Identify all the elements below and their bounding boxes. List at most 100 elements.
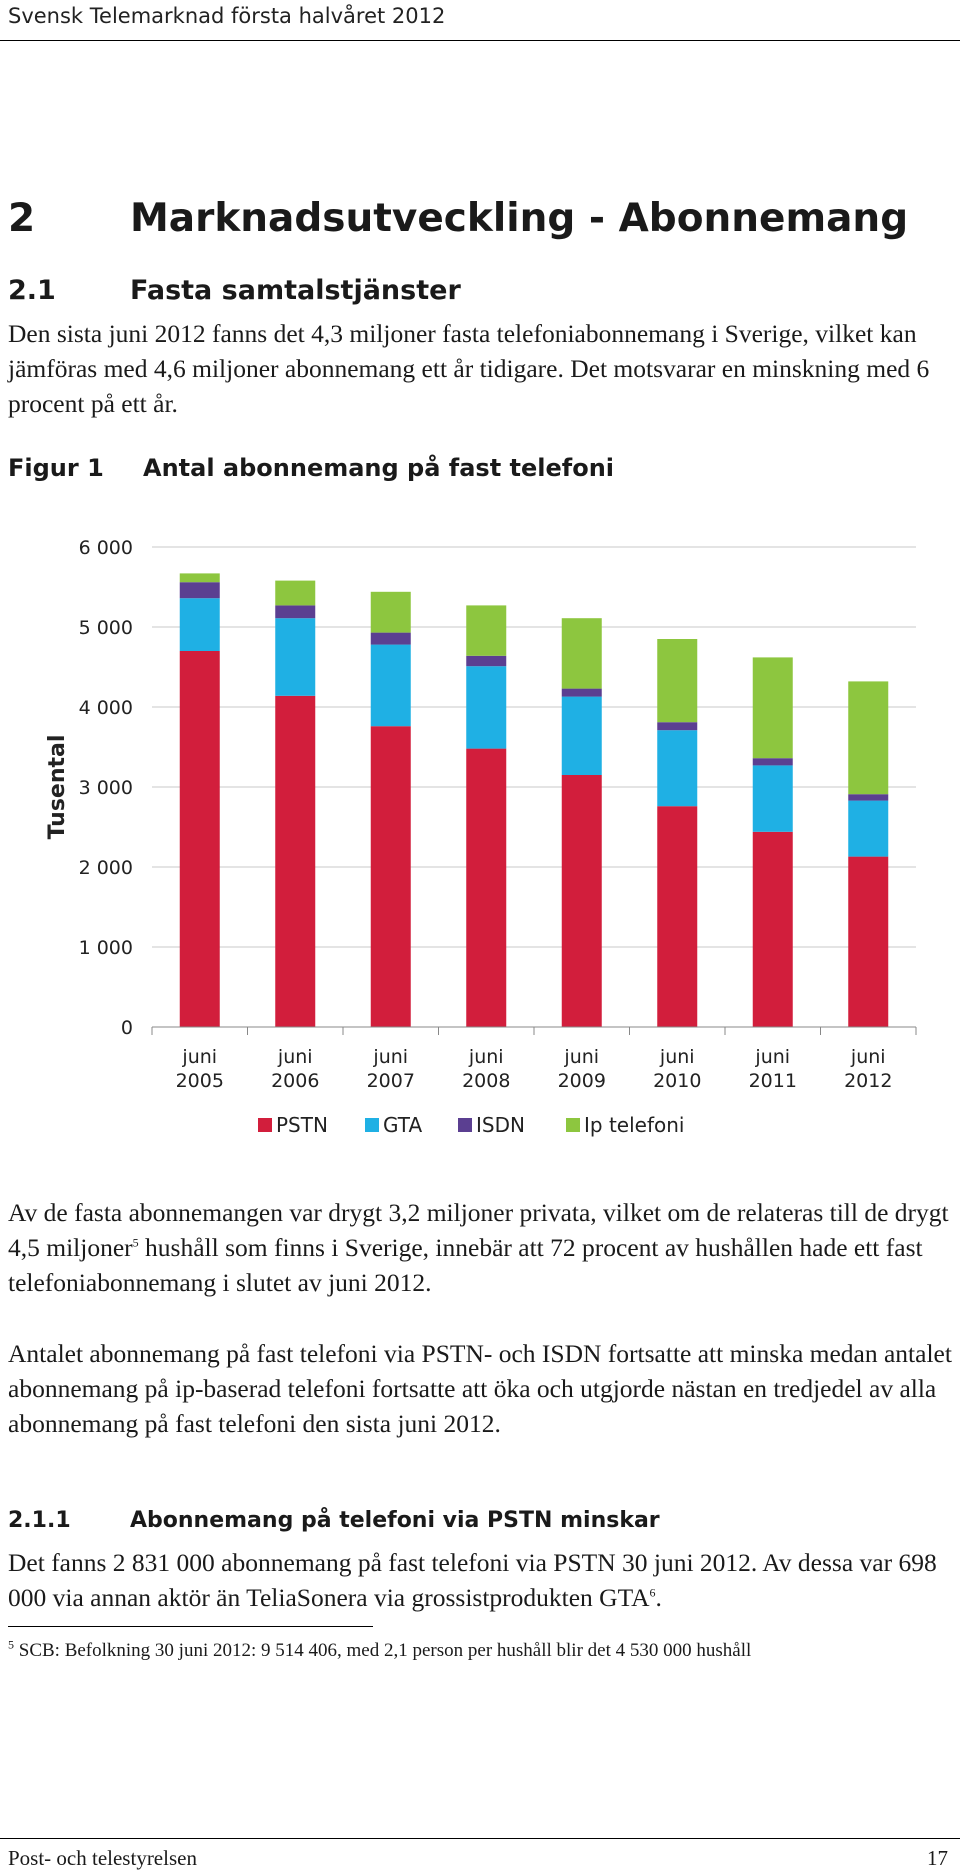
x-tick-label-line: 2006 [271,1070,319,1092]
subsection-number: 2.1 [8,275,56,306]
y-tick-label: 5 000 [79,617,133,639]
intro-paragraph: Den sista juni 2012 fanns det 4,3 miljon… [8,319,930,418]
bar-segment-gta [275,618,316,696]
bar-segment-gta [752,765,793,832]
paragraph-households: Av de fasta abonnemangen var drygt 3,2 m… [8,1195,953,1300]
footnote-ref-5: 5 [132,1235,139,1250]
header-divider [0,40,960,41]
bar-segment-isdn [275,605,316,619]
bar-segment-isdn [752,758,793,766]
paragraph-pstn-text-b: . [655,1583,662,1612]
subsubsection-title: Abonnemang på telefoni via PSTN minskar [130,1508,660,1533]
legend-label: PSTN [276,1113,328,1137]
section-title: Marknadsutveckling - Abonnemang [130,196,909,241]
legend-swatch [458,1118,472,1132]
x-tick-label: juni 2009 [558,1046,606,1092]
bar-segment-isdn [657,722,698,731]
paragraph-trend: Antalet abonnemang på fast telefoni via … [8,1339,952,1438]
footnote-divider [8,1626,373,1627]
x-tick-label: juni 2011 [749,1046,797,1092]
x-tick-label-line: 2011 [749,1070,797,1092]
paragraph-households-text-b: hushåll som finns i Sverige, innebär att… [8,1233,923,1297]
x-tick-label-line: 2012 [844,1070,892,1092]
legend-swatch [258,1118,272,1132]
bar-segment-pstn [848,856,889,1027]
bar-segment-pstn [370,726,411,1027]
x-tick-label-line: juni [468,1046,504,1068]
x-tick-label-line: juni [563,1046,599,1068]
section-number: 2 [8,196,36,241]
y-tick-label: 4 000 [79,697,133,719]
bar-segment-ip-telefoni [561,618,602,689]
paragraph-households-text-a: Av de fasta abonnemangen var drygt 3,2 m… [8,1198,949,1262]
bar-segment-pstn [752,831,793,1027]
x-tick-label: juni 2007 [367,1046,415,1092]
x-tick-label-line: juni [754,1046,790,1068]
legend-label: ISDN [476,1113,525,1137]
x-tick-label-line: 2007 [367,1070,415,1092]
bar-segment-isdn [179,582,220,599]
y-tick-label: 1 000 [79,937,133,959]
bar-segment-ip-telefoni [752,657,793,759]
bar-segment-gta [848,800,889,857]
figure-label: Figur 1 [8,454,104,482]
bar-segment-gta [466,666,507,749]
bar-segment-isdn [466,655,507,667]
x-tick-label: juni 2012 [844,1046,892,1092]
x-tick-label-line: 2005 [176,1070,224,1092]
subsubsection-number: 2.1.1 [8,1508,71,1533]
paragraph-pstn: Det fanns 2 831 000 abonnemang på fast t… [8,1545,953,1615]
x-tick-label: juni 2006 [271,1046,319,1092]
y-tick-label: 0 [121,1017,133,1039]
footnote-text: SCB: Befolkning 30 juni 2012: 9 514 406,… [14,1640,752,1661]
subsection-title: Fasta samtalstjänster [130,275,461,306]
bar-segment-ip-telefoni [466,605,507,656]
bar-segment-ip-telefoni [370,591,411,633]
bar-segment-gta [561,696,602,775]
footer-divider [0,1838,960,1839]
x-tick-label-line: juni [277,1046,313,1068]
bar-segment-pstn [179,651,220,1027]
bar-segment-pstn [275,695,316,1027]
bar-segment-ip-telefoni [179,573,220,583]
bar-segment-pstn [466,748,507,1027]
bar-segment-gta [657,730,698,807]
bar-segment-isdn [370,632,411,645]
subsection-heading: 2.1 Fasta samtalstjänster [8,275,461,306]
x-tick-label-line: juni [850,1046,886,1068]
y-tick-label: 3 000 [79,777,133,799]
bar-segment-isdn [848,794,889,801]
x-tick-label-line: 2009 [558,1070,606,1092]
y-tick-label: 2 000 [79,857,133,879]
section-heading: 2 Marknadsutveckling - Abonnemang [8,196,908,241]
footnote-number: 5 [8,1637,14,1652]
bar-segment-pstn [657,806,698,1027]
legend-swatch [566,1118,580,1132]
x-tick-label: juni 2010 [653,1046,701,1092]
x-tick-label-line: juni [181,1046,217,1068]
bar-segment-gta [370,644,411,727]
x-tick-label-line: 2010 [653,1070,701,1092]
figure-title: Antal abonnemang på fast telefoni [143,454,615,482]
paragraph-pstn-text-a: Det fanns 2 831 000 abonnemang på fast t… [8,1548,937,1612]
y-tick-label: 6 000 [79,537,133,559]
footer-publisher: Post- och telestyrelsen [8,1846,197,1870]
bar-segment-isdn [561,688,602,697]
bar-segment-gta [179,598,220,651]
x-tick-label: juni 2008 [462,1046,510,1092]
x-tick-label-line: juni [372,1046,408,1068]
page-number: 17 [927,1846,948,1870]
bar-segment-ip-telefoni [848,681,889,795]
x-tick-label-line: juni [659,1046,695,1068]
figure-caption: Figur 1 Antal abonnemang på fast telefoni [8,454,614,482]
bar-segment-ip-telefoni [657,639,698,723]
legend-label: Ip telefoni [584,1113,684,1137]
legend-label: GTA [383,1113,422,1137]
x-tick-label: juni 2005 [176,1046,224,1092]
footnote-ref-6: 6 [649,1585,656,1600]
bar-segment-ip-telefoni [275,580,316,606]
running-header: Svensk Telemarknad första halvåret 2012 [8,4,446,28]
subsubsection-heading: 2.1.1 Abonnemang på telefoni via PSTN min… [8,1508,660,1533]
